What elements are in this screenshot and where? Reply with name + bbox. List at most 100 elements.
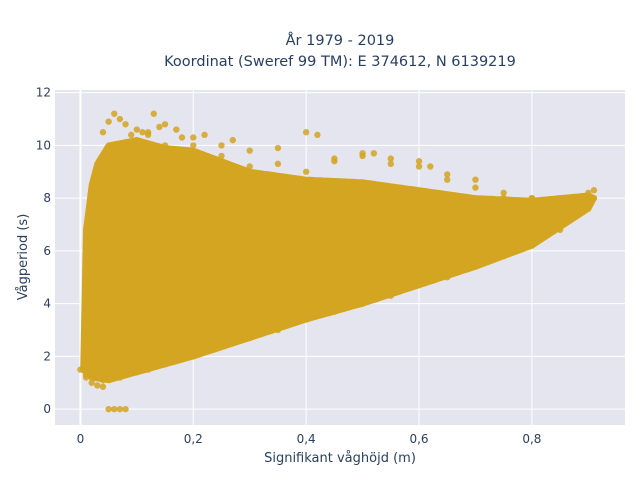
scatter-point	[88, 358, 95, 365]
scatter-point	[105, 163, 112, 170]
scatter-point	[94, 353, 101, 360]
scatter-point	[302, 168, 310, 175]
scatter-point	[116, 155, 124, 162]
scatter-point	[444, 176, 451, 183]
x-tick-label: 0	[77, 432, 85, 446]
scatter-point	[99, 376, 107, 384]
y-tick-label: 8	[43, 191, 51, 205]
scatter-point	[359, 150, 366, 157]
x-axis-title: Signifikant våghöjd (m)	[264, 451, 416, 466]
scatter-point	[111, 405, 118, 413]
y-tick-label: 10	[36, 138, 51, 152]
scatter-point	[105, 118, 112, 125]
scatter-point	[590, 187, 598, 194]
x-tick-label: 0,4	[297, 432, 316, 446]
y-tick-label: 6	[43, 244, 51, 258]
scatter-point	[415, 158, 423, 165]
scatter-point	[85, 363, 93, 371]
scatter-point	[190, 142, 197, 149]
scatter-point	[88, 379, 95, 386]
scatter-point	[122, 121, 129, 128]
scatter-point	[111, 110, 118, 117]
scatter-point	[302, 129, 310, 136]
chart-title-line-1: År 1979 - 2019	[286, 32, 395, 49]
scatter-point	[556, 200, 564, 207]
scatter-point	[246, 163, 253, 170]
scatter-point	[105, 374, 112, 381]
scatter-point	[173, 126, 180, 133]
scatter-point	[122, 142, 129, 149]
scatter-point	[144, 366, 152, 373]
scatter-point	[427, 163, 434, 170]
scatter-point	[80, 366, 87, 373]
scatter-point	[302, 316, 310, 323]
scatter-point	[218, 342, 225, 350]
scatter-point	[331, 308, 338, 315]
scatter-point	[161, 121, 169, 128]
x-axis-ticks: 0 0,2 0,4 0,6 0,8	[77, 432, 542, 446]
scatter-point	[444, 274, 451, 281]
y-tick-label: 0	[43, 402, 51, 416]
scatter-point	[472, 176, 479, 183]
scatter-point	[122, 371, 129, 379]
scatter-point	[133, 369, 141, 376]
scatter-point	[585, 189, 592, 197]
scatter-point	[246, 147, 253, 154]
scatter-point	[528, 194, 536, 202]
scatter-point	[585, 205, 592, 212]
y-tick-label: 4	[43, 297, 51, 311]
scatter-point	[201, 131, 208, 139]
scatter-point	[415, 163, 423, 170]
scatter-point	[500, 252, 507, 260]
scatter-point	[88, 189, 95, 197]
scatter-point	[105, 405, 112, 413]
scatter-point	[94, 173, 101, 181]
x-tick-label: 0,6	[409, 432, 428, 446]
scatter-point	[500, 189, 507, 197]
scatter-point	[127, 131, 135, 139]
scatter-point	[246, 334, 253, 342]
y-tick-label: 12	[36, 86, 51, 100]
scatter-point	[274, 144, 282, 152]
scatter-point	[150, 110, 157, 117]
scatter-point	[500, 194, 507, 202]
scatter-point	[472, 184, 479, 191]
scatter-point	[190, 353, 197, 360]
scatter-point	[161, 361, 169, 368]
scatter-point	[528, 242, 536, 249]
scatter-point	[133, 136, 141, 144]
scatter-point	[415, 281, 423, 289]
scatter-point	[116, 374, 124, 381]
scatter-point	[387, 292, 394, 299]
scatter-point	[387, 160, 394, 168]
scatter-point	[229, 136, 236, 144]
scatter-point	[314, 131, 321, 139]
chart-title-line-2: Koordinat (Sweref 99 TM): E 374612, N 61…	[164, 54, 516, 70]
scatter-point	[331, 155, 338, 162]
scatter-point	[370, 150, 378, 157]
scatter-point	[111, 371, 118, 379]
scatter-point	[94, 382, 101, 389]
scatter-point	[156, 123, 163, 131]
scatter-point	[359, 300, 366, 307]
data-points	[77, 110, 598, 413]
scatter-point	[116, 115, 124, 123]
scatter-point	[274, 160, 282, 168]
x-tick-label: 0,8	[522, 432, 541, 446]
scatter-point	[144, 131, 152, 139]
scatter-point	[218, 142, 225, 149]
scatter-point	[82, 371, 90, 379]
scatter-point	[472, 263, 479, 270]
scatter-point	[556, 226, 564, 234]
scatter-point	[133, 126, 141, 133]
y-axis-ticks: 0 2 4 6 8 10 12	[36, 86, 51, 417]
scatter-point	[218, 152, 225, 160]
scatter-point	[178, 134, 186, 141]
scatter-point	[99, 383, 107, 390]
scatter-point	[122, 405, 129, 413]
scatter-point	[444, 171, 451, 178]
scatter-point	[116, 405, 124, 413]
scatter-point	[99, 129, 107, 136]
scatter-point	[387, 155, 394, 162]
